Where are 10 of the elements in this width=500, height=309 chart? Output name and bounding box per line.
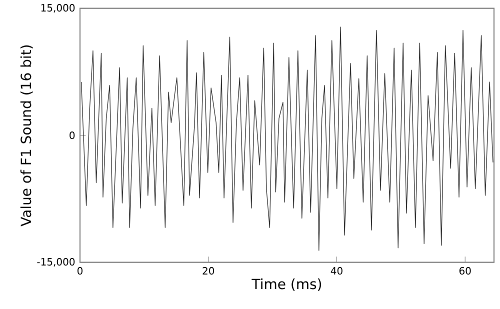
x-tick-label: 40 — [330, 267, 342, 275]
y-tick-label: 0 — [70, 132, 75, 140]
y-axis-title: Value of F1 Sound (16 bit) — [20, 45, 33, 226]
y-tick-label: 15,000 — [41, 4, 75, 13]
x-tick-label: 60 — [459, 267, 471, 275]
x-tick-label: 20 — [202, 267, 214, 275]
y-tick-label: -15,000 — [37, 258, 75, 267]
x-axis-title: Time (ms) — [252, 278, 322, 291]
x-tick-label: 0 — [77, 267, 83, 275]
line-series — [80, 26, 494, 251]
